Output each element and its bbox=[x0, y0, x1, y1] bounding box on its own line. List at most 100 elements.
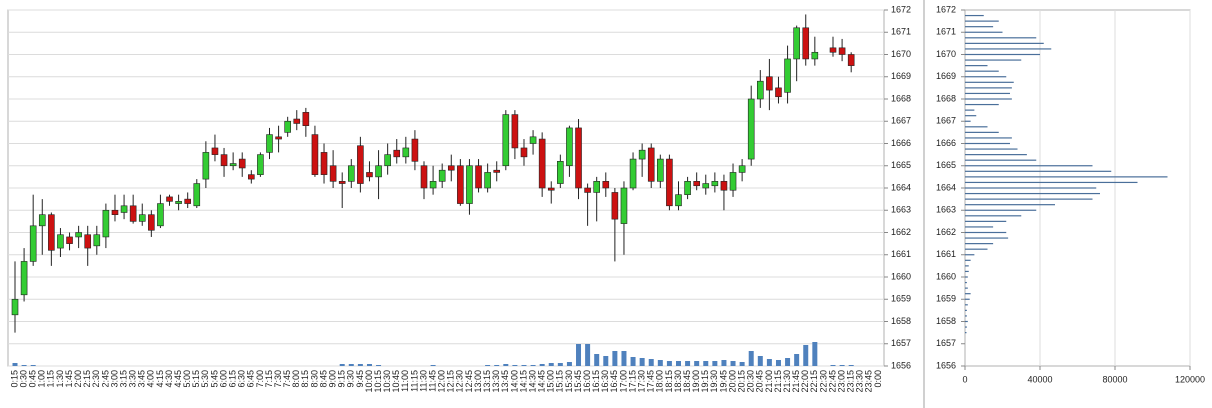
profile-bar bbox=[965, 159, 1037, 161]
x-tick-label: 20:15 bbox=[736, 370, 746, 393]
x-tick-label: 80000 bbox=[1102, 374, 1127, 384]
profile-bar bbox=[965, 126, 988, 128]
profile-bar bbox=[965, 81, 1014, 83]
x-tick-label: 6:45 bbox=[246, 370, 256, 388]
candle-body bbox=[166, 196, 173, 202]
x-tick-label: 10:30 bbox=[382, 370, 392, 393]
volume-bar bbox=[21, 365, 27, 366]
volume-bar bbox=[621, 351, 627, 366]
y-tick-label: 1659 bbox=[891, 294, 911, 304]
candle-body bbox=[38, 214, 46, 227]
candle-body bbox=[57, 234, 64, 249]
x-tick-label: 18:30 bbox=[673, 370, 683, 393]
y-tick-label: 1657 bbox=[891, 338, 911, 348]
x-tick-label: 17:15 bbox=[627, 370, 637, 393]
candle-body bbox=[347, 165, 355, 182]
x-tick-label: 16:15 bbox=[591, 370, 601, 393]
x-tick-label: 19:15 bbox=[700, 370, 710, 393]
x-tick-label: 0:15 bbox=[9, 370, 19, 388]
candle-body bbox=[93, 234, 101, 247]
candle-body bbox=[602, 181, 610, 189]
candle-body bbox=[747, 98, 755, 160]
volume-bar bbox=[30, 365, 36, 366]
y-tick-label: 1658 bbox=[891, 316, 911, 326]
x-tick-label: 15:30 bbox=[564, 370, 574, 393]
x-tick-label: 11:30 bbox=[418, 370, 428, 392]
x-tick-label: 8:00 bbox=[291, 370, 301, 388]
x-tick-label: 15:15 bbox=[555, 370, 565, 393]
volume-bar bbox=[630, 357, 636, 366]
x-tick-label: 6:15 bbox=[228, 370, 238, 388]
profile-bar bbox=[965, 187, 1097, 189]
x-tick-label: 0:00 bbox=[873, 370, 883, 388]
x-tick-label: 22:30 bbox=[818, 370, 828, 393]
x-tick-label: 9:30 bbox=[346, 370, 356, 388]
x-tick-label: 7:45 bbox=[282, 370, 292, 388]
candle-body bbox=[675, 194, 682, 207]
candle-body bbox=[111, 209, 119, 215]
profile-bar bbox=[965, 148, 1018, 150]
volume-bar bbox=[12, 363, 18, 366]
x-tick-label: 15:00 bbox=[546, 370, 556, 393]
candle-body bbox=[202, 152, 210, 180]
profile-bar bbox=[965, 92, 1010, 95]
candle-body bbox=[29, 225, 37, 262]
x-tick-label: 9:00 bbox=[327, 370, 337, 388]
x-tick-label: 2:15 bbox=[82, 370, 92, 388]
profile-bar bbox=[965, 209, 1037, 211]
x-tick-label: 12:00 bbox=[437, 370, 447, 393]
profile-bar bbox=[965, 243, 994, 245]
x-tick-label: 10:45 bbox=[391, 370, 401, 393]
profile-bar bbox=[965, 226, 994, 228]
candle-body bbox=[684, 181, 691, 195]
volume-bar bbox=[339, 364, 345, 366]
x-tick-label: 4:15 bbox=[155, 370, 165, 388]
volume-bar bbox=[494, 365, 500, 366]
candle-body bbox=[384, 154, 391, 167]
candle-body bbox=[420, 165, 428, 189]
profile-bar bbox=[965, 59, 1022, 61]
x-tick-label: 3:00 bbox=[109, 370, 119, 388]
y-tick-label: 1661 bbox=[936, 249, 956, 259]
y-tick-label: 1657 bbox=[936, 338, 956, 348]
candle-body bbox=[138, 214, 146, 222]
x-tick-label: 0:45 bbox=[28, 370, 38, 388]
candle-body bbox=[366, 172, 373, 178]
candle-body bbox=[702, 183, 710, 189]
x-tick-label: 14:45 bbox=[537, 370, 547, 393]
volume-bar bbox=[539, 364, 545, 366]
candle-body bbox=[84, 234, 92, 249]
x-tick-label: 16:30 bbox=[600, 370, 610, 393]
profile-bar bbox=[965, 298, 970, 300]
candle-body bbox=[284, 120, 291, 133]
x-tick-label: 8:30 bbox=[309, 370, 319, 388]
x-tick-label: 18:15 bbox=[664, 370, 674, 393]
x-tick-label: 12:15 bbox=[446, 370, 456, 393]
x-tick-label: 4:30 bbox=[164, 370, 174, 388]
candle-body bbox=[575, 127, 582, 189]
candle-body bbox=[520, 147, 528, 158]
profile-bar bbox=[965, 98, 1012, 100]
candle-body bbox=[657, 158, 664, 182]
profile-bar bbox=[965, 293, 971, 295]
candle-body bbox=[756, 80, 764, 100]
profile-bar bbox=[965, 304, 968, 306]
x-tick-label: 21:00 bbox=[764, 370, 774, 393]
volume-bar bbox=[566, 362, 572, 366]
profile-bar bbox=[965, 70, 999, 72]
candle-body bbox=[566, 127, 573, 167]
x-tick-label: 5:45 bbox=[209, 370, 219, 388]
candle-body bbox=[547, 187, 555, 191]
profile-bar bbox=[965, 26, 994, 28]
y-tick-label: 1667 bbox=[891, 116, 911, 126]
volume-bar bbox=[530, 365, 536, 366]
y-tick-label: 1668 bbox=[891, 93, 911, 103]
y-tick-label: 1672 bbox=[936, 4, 956, 14]
x-tick-label: 23:00 bbox=[836, 370, 846, 393]
candle-body bbox=[638, 149, 646, 160]
candle-body bbox=[320, 152, 328, 175]
x-tick-label: 20:30 bbox=[746, 370, 756, 393]
x-tick-label: 17:30 bbox=[637, 370, 647, 393]
x-tick-label: 5:00 bbox=[182, 370, 192, 388]
y-tick-label: 1669 bbox=[891, 71, 911, 81]
